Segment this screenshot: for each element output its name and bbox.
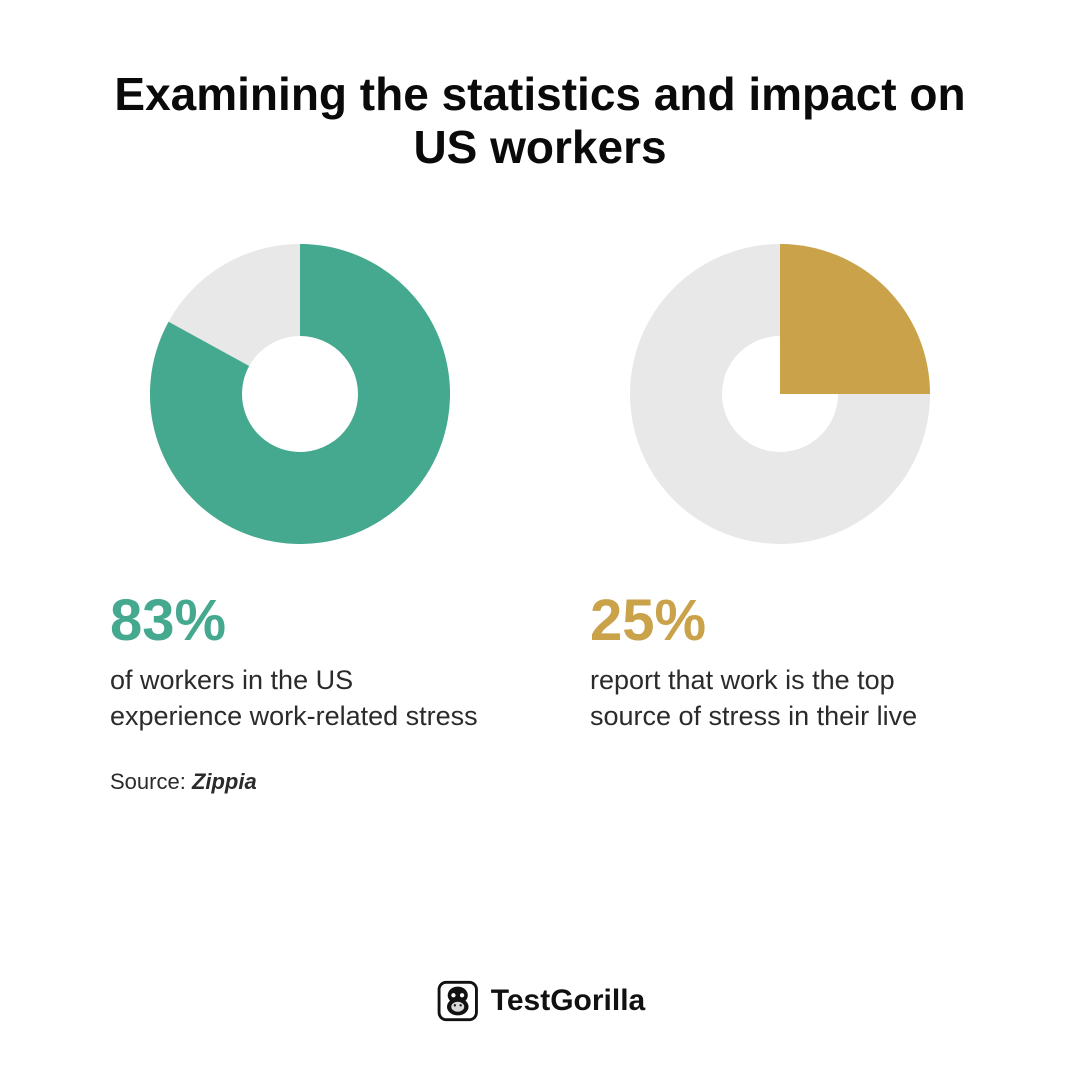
page-title: Examining the statistics and impact on U… xyxy=(0,0,1080,174)
stat-col-0: 83% of workers in the US experience work… xyxy=(110,244,490,735)
donut-chart-0 xyxy=(150,244,450,544)
source-line: Source: Zippia xyxy=(0,769,1080,795)
stat-1-percent: 25% xyxy=(590,592,970,650)
brand-text: TestGorilla xyxy=(491,984,645,1018)
source-label: Source: xyxy=(110,769,192,794)
gorilla-icon xyxy=(435,978,481,1024)
stat-0-caption: of workers in the US experience work-rel… xyxy=(110,662,490,735)
stat-1-caption: report that work is the top source of st… xyxy=(590,662,970,735)
stat-0-percent: 83% xyxy=(110,592,490,650)
source-name: Zippia xyxy=(192,769,257,794)
brand-logo: TestGorilla xyxy=(435,978,645,1024)
stat-col-1: 25% report that work is the top source o… xyxy=(590,244,970,735)
donut-1-wrap xyxy=(590,244,970,544)
donut-chart-1 xyxy=(630,244,930,544)
charts-row: 83% of workers in the US experience work… xyxy=(0,174,1080,735)
donut-0-wrap xyxy=(110,244,490,544)
